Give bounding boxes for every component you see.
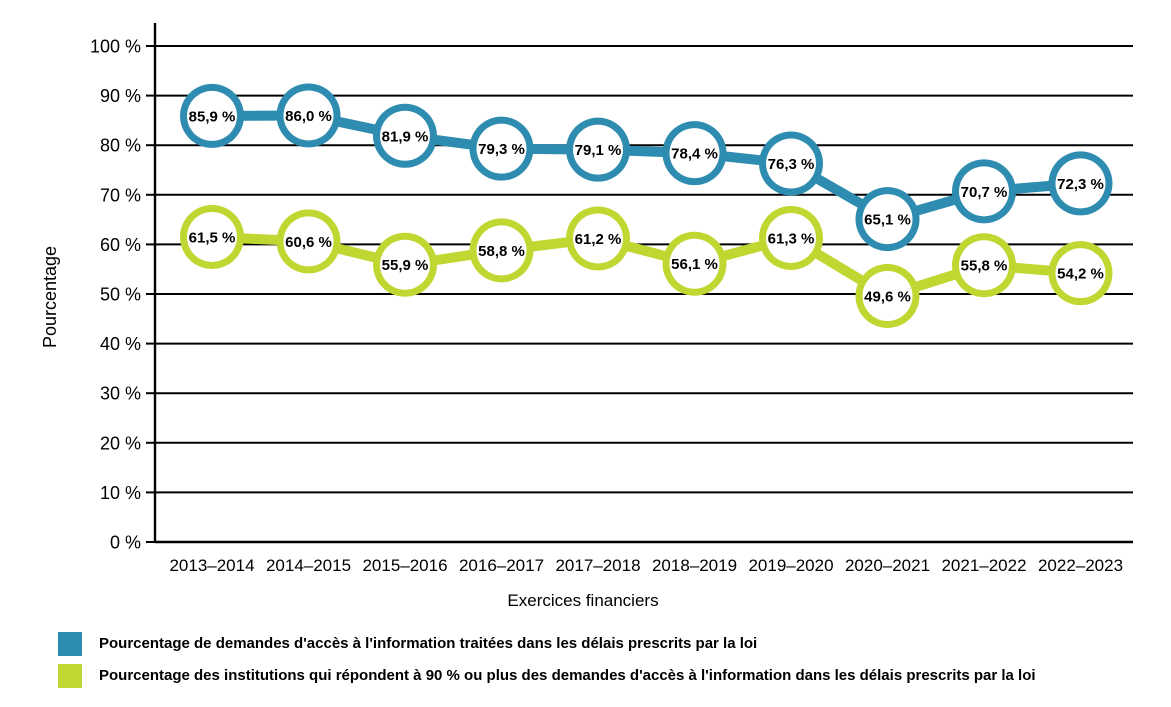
x-axis-title: Exercices financiers <box>507 591 658 610</box>
x-tick-label: 2017–2018 <box>555 556 640 575</box>
point-label-series-0: 81,9 % <box>382 128 429 145</box>
y-axis-title: Pourcentage <box>40 246 60 348</box>
point-label-series-0: 86,0 % <box>285 108 332 125</box>
point-label-series-0: 72,3 % <box>1057 176 1104 193</box>
point-label-series-0: 65,1 % <box>864 212 911 229</box>
y-tick-label: 50 % <box>100 285 141 305</box>
x-tick-label: 2013–2014 <box>169 556 254 575</box>
point-label-series-1: 61,5 % <box>189 229 236 246</box>
point-label-series-0: 78,4 % <box>671 146 718 163</box>
y-tick-label: 90 % <box>100 86 141 106</box>
marker-center-series-0 <box>283 90 334 141</box>
legend-label-series-0: Pourcentage de demandes d'accès à l'info… <box>99 635 758 652</box>
marker-center-series-1 <box>380 239 430 290</box>
marker-center-series-1 <box>476 225 527 276</box>
marker-center-series-1 <box>283 216 334 267</box>
marker-center-series-0 <box>476 123 527 174</box>
series-line-1 <box>211 231 1081 301</box>
y-tick-label: 40 % <box>100 334 141 354</box>
legend-swatch-series-0 <box>58 632 82 656</box>
y-tick-label: 30 % <box>100 384 141 404</box>
marker-center-series-1 <box>573 213 623 264</box>
point-label-series-0: 79,1 % <box>575 142 622 159</box>
x-tick-label: 2015–2016 <box>362 556 447 575</box>
x-tick-label: 2019–2020 <box>748 556 833 575</box>
point-label-series-1: 60,6 % <box>285 234 332 251</box>
marker-center-series-1 <box>959 240 1009 291</box>
marker-center-series-0 <box>766 138 816 189</box>
marker-center-series-1 <box>766 212 816 263</box>
marker-center-series-0 <box>380 110 430 161</box>
marker-center-series-0 <box>573 124 623 175</box>
point-label-series-1: 49,6 % <box>864 288 911 305</box>
marker-center-series-0 <box>1055 158 1106 209</box>
y-tick-label: 60 % <box>100 235 141 255</box>
chart-legend: Pourcentage de demandes d'accès à l'info… <box>58 632 1036 696</box>
point-label-series-0: 79,3 % <box>478 141 525 158</box>
point-label-series-1: 55,8 % <box>961 258 1008 275</box>
point-label-series-1: 61,3 % <box>768 230 815 247</box>
point-label-series-1: 54,2 % <box>1057 266 1104 283</box>
chart-canvas: 0 % 10 % 20 % 30 % 40 % 50 % 60 % 70 % 80 % 90 % 1… <box>40 23 1133 610</box>
marker-center-series-1 <box>669 238 720 289</box>
y-tick-label: 100 % <box>90 37 141 57</box>
point-label-series-1: 58,8 % <box>478 243 525 260</box>
point-label-series-0: 70,7 % <box>961 184 1008 201</box>
x-tick-label: 2021–2022 <box>941 556 1026 575</box>
legend-label-series-1: Pourcentage des institutions qui réponde… <box>99 667 1036 684</box>
marker-center-series-1 <box>862 270 913 321</box>
x-tick-label: 2018–2019 <box>652 556 737 575</box>
x-tick-label: 2016–2017 <box>459 556 544 575</box>
marker-center-series-0 <box>862 194 913 245</box>
legend-item-series-1: Pourcentage des institutions qui réponde… <box>58 664 1036 688</box>
y-tick-label: 10 % <box>100 483 141 503</box>
legend-item-series-0: Pourcentage de demandes d'accès à l'info… <box>58 632 1036 656</box>
marker-center-series-0 <box>669 128 720 179</box>
point-label-series-1: 61,2 % <box>575 231 622 248</box>
plot-area: 0 % 10 % 20 % 30 % 40 % 50 % 60 % 70 % 80 % 90 % 1… <box>90 23 1133 575</box>
x-tick-label: 2014–2015 <box>266 556 351 575</box>
y-tick-label: 0 % <box>110 533 141 553</box>
series-line-0 <box>211 110 1081 225</box>
marker-center-series-0 <box>187 90 237 141</box>
marker-center-series-0 <box>959 166 1009 217</box>
y-tick-label: 20 % <box>100 433 141 453</box>
point-label-series-1: 55,9 % <box>382 257 429 274</box>
point-label-series-0: 76,3 % <box>768 156 815 173</box>
x-tick-label: 2020–2021 <box>845 556 930 575</box>
point-label-series-0: 85,9 % <box>189 108 236 125</box>
y-tick-label: 80 % <box>100 136 141 156</box>
y-tick-label: 70 % <box>100 185 141 205</box>
x-tick-label: 2022–2023 <box>1038 556 1123 575</box>
marker-center-series-1 <box>1055 248 1106 299</box>
point-label-series-1: 56,1 % <box>671 256 718 273</box>
legend-swatch-series-1 <box>58 664 82 688</box>
marker-center-series-1 <box>187 211 237 262</box>
